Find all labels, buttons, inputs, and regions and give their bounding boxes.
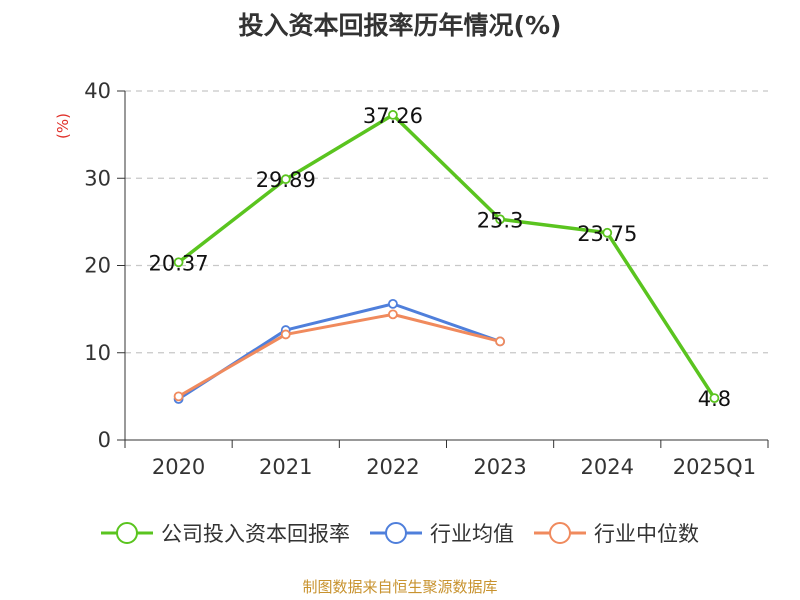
data-point <box>280 329 291 340</box>
x-tick-label: 2024 <box>581 455 634 479</box>
y-axis-label: (%) <box>54 113 72 139</box>
data-point <box>388 298 398 309</box>
data-label: 37.26 <box>363 104 423 128</box>
data-label: 29.89 <box>256 168 316 192</box>
data-point <box>280 174 291 185</box>
data-point <box>388 309 398 320</box>
x-tick-label: 2025Q1 <box>673 455 756 479</box>
axes: 0 10 20 30 40 (%) 2020 2021 2022 2023 2024 2025Q1 <box>54 79 769 479</box>
data-point <box>709 393 720 404</box>
legend-item: 行业中位数 <box>534 518 699 548</box>
source-note: 制图数据来自恒生聚源数据库 <box>302 578 498 596</box>
legend-item: 公司投入资本回报率 <box>101 518 350 548</box>
y-tick-label: 10 <box>84 341 111 365</box>
legend: 公司投入资本回报率 行业均值 行业中位数 <box>0 518 800 548</box>
data-label: 25.3 <box>477 208 524 232</box>
series-line <box>177 113 716 400</box>
data-point <box>602 227 613 238</box>
data-label: 23.75 <box>577 222 637 246</box>
legend-label: 公司投入资本回报率 <box>161 522 350 546</box>
y-tick-label: 20 <box>84 254 111 278</box>
legend-circle <box>385 522 407 544</box>
legend-marker-icon <box>534 522 586 544</box>
x-tick-label: 2021 <box>259 455 312 479</box>
y-tick-label: 40 <box>84 79 111 103</box>
x-tick-label: 2022 <box>366 455 419 479</box>
data-labels: 20.37 29.89 37.26 25.3 23.75 4.8 <box>149 104 732 411</box>
series <box>173 110 720 404</box>
data-point <box>173 257 184 268</box>
series-line <box>177 312 501 398</box>
data-point <box>495 336 505 347</box>
data-label: 4.8 <box>698 387 731 411</box>
data-label: 20.37 <box>149 251 209 275</box>
y-tick-label: 30 <box>84 166 111 190</box>
y-tick-label: 0 <box>98 428 111 452</box>
data-point <box>495 214 505 225</box>
legend-marker-icon <box>101 522 153 544</box>
legend-item: 行业均值 <box>370 518 514 548</box>
legend-label: 行业均值 <box>430 522 514 546</box>
legend-circle <box>116 522 138 544</box>
x-tick-label: 2020 <box>152 455 205 479</box>
x-tick-label: 2023 <box>473 455 526 479</box>
grid-lines <box>125 90 768 354</box>
data-point <box>173 391 184 402</box>
data-point <box>388 110 398 120</box>
legend-marker-icon <box>370 522 422 544</box>
legend-label: 行业中位数 <box>594 522 699 546</box>
legend-circle <box>549 522 571 544</box>
chart-title: 投入资本回报率历年情况(%) <box>238 11 562 40</box>
series-line <box>177 302 501 401</box>
